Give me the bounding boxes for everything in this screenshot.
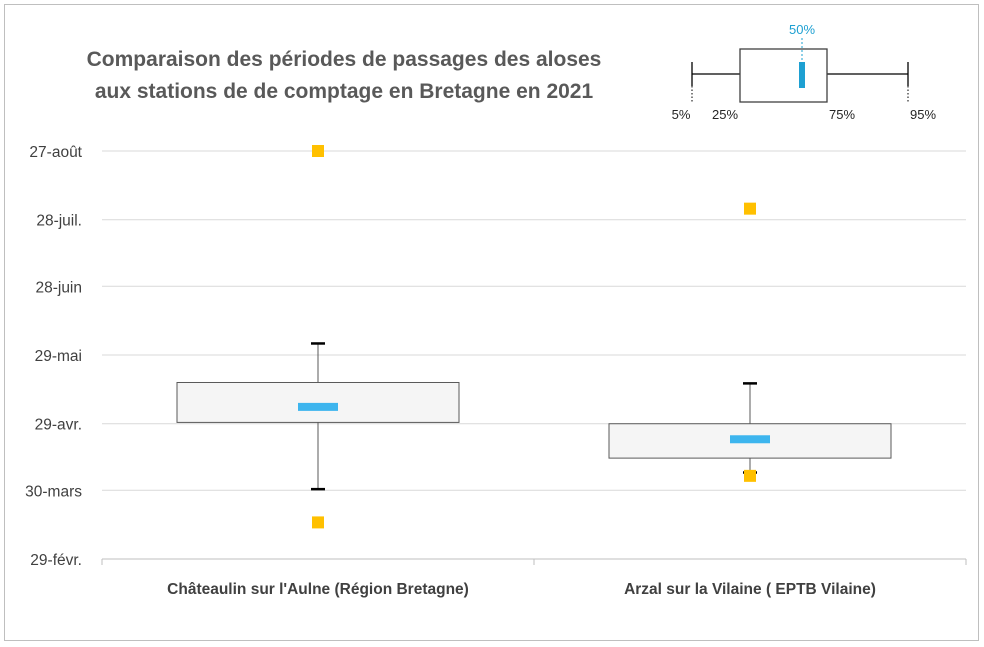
median-mark (730, 435, 770, 444)
legend-median-mark (799, 62, 805, 88)
y-tick-label: 29-févr. (30, 552, 82, 569)
y-tick-label: 27-août (29, 144, 82, 161)
legend-label-p25: 25% (712, 107, 738, 122)
box-group (176, 145, 460, 529)
chart-title-line-2: aux stations de de comptage en Bretagne … (95, 80, 594, 103)
max-point (312, 145, 324, 157)
median-mark (298, 402, 338, 411)
legend-median-label: 50% (789, 22, 815, 37)
legend: 50% 5% 25% 75% 95% (672, 22, 937, 122)
max-point (744, 202, 756, 215)
legend-label-p5: 5% (672, 107, 691, 122)
chart-title-line-1: Comparaison des périodes de passages des… (87, 48, 602, 71)
legend-box (739, 48, 828, 103)
box-group (608, 202, 892, 482)
y-tick-label: 29-avr. (35, 417, 82, 434)
y-tick-label: 30-mars (25, 483, 82, 500)
legend-label-p95: 95% (910, 107, 936, 122)
y-tick-label: 29-mai (35, 348, 82, 365)
y-axis-ticks: 27-août 28-juil. 28-juin 29-mai 29-avr. 30-ma… (25, 144, 83, 569)
x-category-label: Arzal sur la Vilaine ( EPTB Vilaine) (624, 581, 876, 598)
min-point (744, 469, 756, 482)
x-axis: Châteaulin sur l'Aulne (Région Bretagne)… (101, 559, 967, 598)
min-point (312, 516, 324, 529)
x-category-label: Châteaulin sur l'Aulne (Région Bretagne) (167, 581, 469, 598)
chart-frame (4, 4, 979, 641)
boxes (176, 145, 892, 529)
iqr-box (176, 381, 460, 423)
y-tick-label: 28-juin (35, 279, 82, 296)
y-tick-label: 28-juil. (36, 213, 82, 230)
legend-label-p75: 75% (829, 107, 855, 122)
gridlines (102, 150, 966, 560)
